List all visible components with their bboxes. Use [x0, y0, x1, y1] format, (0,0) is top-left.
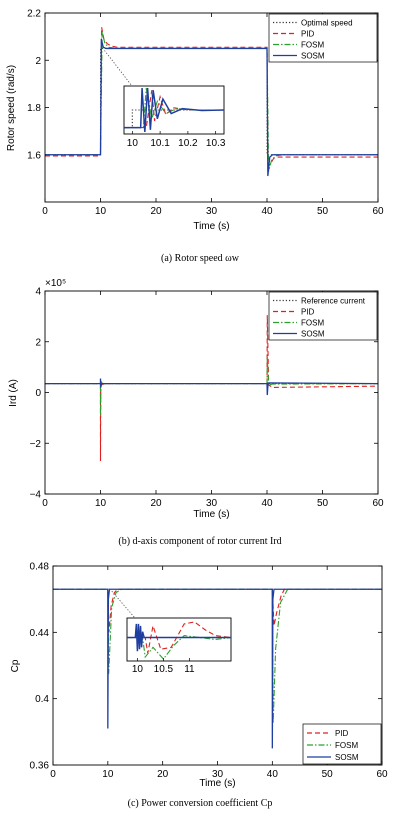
legend-entry: PID	[301, 30, 315, 39]
x-axis-label: Time (s)	[193, 221, 229, 232]
legend-entry: SOSM	[301, 52, 325, 61]
inset-x-tick-label: 10.5	[154, 664, 174, 675]
y-scale-label: ×10⁵	[45, 278, 66, 289]
y-tick-label: 0.36	[30, 761, 50, 772]
x-tick-label: 0	[42, 498, 48, 509]
y-tick-label: 1.8	[27, 103, 41, 114]
legend-entry: PID	[335, 729, 349, 738]
x-tick-label: 50	[317, 498, 329, 509]
chart-caption: (a) Rotor speed ωw	[161, 253, 240, 264]
y-tick-label: 2	[35, 337, 41, 348]
x-tick-label: 20	[157, 769, 169, 780]
x-tick-label: 50	[317, 206, 329, 217]
x-tick-label: 60	[372, 498, 384, 509]
x-tick-label: 10	[95, 498, 107, 509]
y-axis-label: Ird (A)	[8, 379, 19, 407]
legend: PID FOSM SOSM	[302, 723, 382, 765]
zoom-inset: 10 10.5 11	[111, 590, 232, 675]
chart-caption: (c) Power conversion coefficient Cp	[128, 798, 273, 809]
legend: Reference current PID FOSM SOSM	[268, 291, 378, 341]
legend-entry: FOSM	[301, 41, 324, 50]
legend-entry: FOSM	[301, 319, 324, 328]
x-axis-label: Time (s)	[199, 778, 235, 789]
x-tick-label: 40	[267, 769, 279, 780]
y-tick-label: −2	[30, 439, 42, 450]
series-line-sosm	[45, 378, 378, 396]
plot-frame	[44, 290, 379, 495]
x-tick-label: 20	[150, 498, 162, 509]
x-tick-label: 40	[261, 498, 273, 509]
x-axis-label: Time (s)	[193, 509, 229, 520]
series-line-pid	[45, 315, 378, 462]
x-tick-label: 60	[376, 769, 388, 780]
y-axis-label: Cp	[10, 659, 21, 672]
y-tick-label: −4	[30, 490, 42, 501]
inset-x-tick-label: 10	[127, 138, 139, 149]
y-tick-label: 4	[35, 287, 41, 298]
chart-caption: (b) d-axis component of rotor current Ir…	[118, 536, 281, 547]
x-tick-label: 30	[206, 206, 218, 217]
legend-entry: Optimal speed	[301, 19, 353, 28]
series-line-sosm	[53, 588, 382, 749]
y-tick-label: 0.4	[35, 694, 49, 705]
inset-line-pid	[127, 621, 231, 654]
legend: Optimal speed PID FOSM SOSM	[268, 13, 378, 63]
inset-x-tick-label: 11	[184, 664, 195, 675]
series-line-pid	[45, 27, 378, 168]
x-tick-label: 30	[212, 769, 224, 780]
series-line-fosm	[45, 356, 378, 416]
x-tick-label: 30	[206, 498, 218, 509]
plot-frame	[52, 565, 383, 766]
zoom-inset: 10 10.1 10.2 10.3	[104, 50, 226, 149]
x-tick-label: 50	[322, 769, 334, 780]
x-tick-label: 40	[261, 206, 273, 217]
inset-x-tick-label: 10.3	[206, 138, 226, 149]
inset-x-tick-label: 10	[132, 664, 144, 675]
x-tick-label: 0	[42, 206, 48, 217]
chart-1: 0 10 20 30 40 50 60 1.6 1.8 2 2.2 Time (s) Rotor spe…	[6, 9, 384, 265]
legend-entry: SOSM	[301, 330, 325, 339]
inset-leader	[104, 50, 133, 87]
chart-2: 0 10 20 30 40 50 60 −4 −2 0 2 4 Time (s) Ird (A) ×10⁵ (…	[8, 278, 384, 547]
x-tick-label: 10	[95, 206, 107, 217]
x-tick-label: 0	[50, 769, 56, 780]
y-tick-label: 2	[35, 56, 41, 67]
legend-entry: Reference current	[301, 297, 366, 306]
inset-line-fosm	[127, 635, 231, 660]
series-line-sosm	[45, 38, 378, 177]
inset-line-sosm	[124, 87, 224, 133]
legend-entry: SOSM	[335, 753, 359, 762]
legend-entry: PID	[301, 308, 315, 317]
inset-x-tick-label: 10.1	[150, 138, 170, 149]
x-tick-label: 20	[150, 206, 162, 217]
y-tick-label: 0	[35, 388, 41, 399]
x-tick-label: 10	[102, 769, 114, 780]
plot-frame	[44, 12, 379, 203]
y-axis-label: Rotor speed (rad/s)	[6, 65, 17, 151]
y-tick-label: 0.48	[30, 562, 50, 573]
y-tick-label: 2.2	[27, 9, 41, 20]
y-tick-label: 0.44	[30, 628, 50, 639]
inset-x-tick-label: 10.2	[178, 138, 198, 149]
legend-entry: FOSM	[335, 741, 358, 750]
x-tick-label: 60	[372, 206, 384, 217]
chart-3: 0 10 20 30 40 50 60 0.36 0.4 0.44 0.48 Time (s) Cp (c…	[10, 562, 388, 810]
y-tick-label: 1.6	[27, 150, 41, 161]
inset-line-sosm	[127, 623, 231, 652]
